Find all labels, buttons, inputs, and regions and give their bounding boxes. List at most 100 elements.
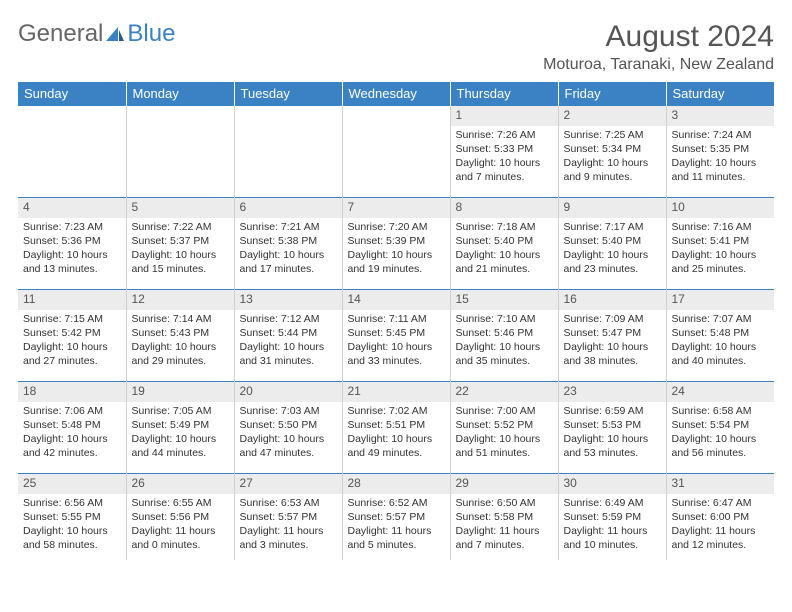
sunrise-line: Sunrise: 7:26 AM — [456, 128, 553, 142]
day-cell: 20Sunrise: 7:03 AMSunset: 5:50 PMDayligh… — [234, 382, 342, 474]
sunset-line: Sunset: 5:50 PM — [240, 418, 337, 432]
sunset-line: Sunset: 5:40 PM — [456, 234, 553, 248]
day-number: 13 — [235, 290, 342, 310]
daylight-line: Daylight: 10 hours and 27 minutes. — [23, 340, 121, 368]
sunrise-line: Sunrise: 7:21 AM — [240, 220, 337, 234]
sunset-line: Sunset: 5:39 PM — [348, 234, 445, 248]
day-number: 17 — [667, 290, 775, 310]
daylight-line: Daylight: 11 hours and 3 minutes. — [240, 524, 337, 552]
week-row: 25Sunrise: 6:56 AMSunset: 5:55 PMDayligh… — [18, 474, 774, 560]
sunrise-line: Sunrise: 7:06 AM — [23, 404, 121, 418]
day-data: Sunrise: 6:55 AMSunset: 5:56 PMDaylight:… — [127, 494, 234, 555]
sunset-line: Sunset: 5:48 PM — [672, 326, 770, 340]
sunset-line: Sunset: 5:46 PM — [456, 326, 553, 340]
calendar-body: 1Sunrise: 7:26 AMSunset: 5:33 PMDaylight… — [18, 106, 774, 560]
day-data: Sunrise: 7:17 AMSunset: 5:40 PMDaylight:… — [559, 218, 666, 279]
daylight-line: Daylight: 10 hours and 40 minutes. — [672, 340, 770, 368]
day-cell: 22Sunrise: 7:00 AMSunset: 5:52 PMDayligh… — [450, 382, 558, 474]
sunset-line: Sunset: 5:49 PM — [132, 418, 229, 432]
day-cell: 14Sunrise: 7:11 AMSunset: 5:45 PMDayligh… — [342, 290, 450, 382]
daylight-line: Daylight: 10 hours and 56 minutes. — [672, 432, 770, 460]
day-cell — [234, 106, 342, 198]
day-number: 10 — [667, 198, 775, 218]
day-data: Sunrise: 7:25 AMSunset: 5:34 PMDaylight:… — [559, 126, 666, 187]
sunset-line: Sunset: 6:00 PM — [672, 510, 770, 524]
day-cell: 10Sunrise: 7:16 AMSunset: 5:41 PMDayligh… — [666, 198, 774, 290]
day-number: 15 — [451, 290, 558, 310]
week-row: 4Sunrise: 7:23 AMSunset: 5:36 PMDaylight… — [18, 198, 774, 290]
day-cell: 11Sunrise: 7:15 AMSunset: 5:42 PMDayligh… — [18, 290, 126, 382]
sunrise-line: Sunrise: 7:16 AM — [672, 220, 770, 234]
daylight-line: Daylight: 10 hours and 13 minutes. — [23, 248, 121, 276]
day-data: Sunrise: 7:09 AMSunset: 5:47 PMDaylight:… — [559, 310, 666, 371]
month-title: August 2024 — [543, 20, 774, 54]
day-header-thursday: Thursday — [450, 82, 558, 106]
sunrise-line: Sunrise: 6:53 AM — [240, 496, 337, 510]
daylight-line: Daylight: 10 hours and 23 minutes. — [564, 248, 661, 276]
sunset-line: Sunset: 5:37 PM — [132, 234, 229, 248]
day-cell — [342, 106, 450, 198]
day-data: Sunrise: 6:49 AMSunset: 5:59 PMDaylight:… — [559, 494, 666, 555]
daylight-line: Daylight: 10 hours and 42 minutes. — [23, 432, 121, 460]
sunrise-line: Sunrise: 7:11 AM — [348, 312, 445, 326]
day-number: 28 — [343, 474, 450, 494]
sunset-line: Sunset: 5:35 PM — [672, 142, 770, 156]
day-cell: 17Sunrise: 7:07 AMSunset: 5:48 PMDayligh… — [666, 290, 774, 382]
day-number: 27 — [235, 474, 342, 494]
day-header-wednesday: Wednesday — [342, 82, 450, 106]
day-number: 16 — [559, 290, 666, 310]
sunrise-line: Sunrise: 7:03 AM — [240, 404, 337, 418]
daylight-line: Daylight: 10 hours and 11 minutes. — [672, 156, 770, 184]
day-number: 26 — [127, 474, 234, 494]
day-data: Sunrise: 7:12 AMSunset: 5:44 PMDaylight:… — [235, 310, 342, 371]
day-cell: 16Sunrise: 7:09 AMSunset: 5:47 PMDayligh… — [558, 290, 666, 382]
day-data: Sunrise: 6:47 AMSunset: 6:00 PMDaylight:… — [667, 494, 775, 555]
day-header-friday: Friday — [558, 82, 666, 106]
sunset-line: Sunset: 5:42 PM — [23, 326, 121, 340]
day-number: 3 — [667, 106, 775, 126]
daylight-line: Daylight: 10 hours and 15 minutes. — [132, 248, 229, 276]
day-header-monday: Monday — [126, 82, 234, 106]
day-number: 31 — [667, 474, 775, 494]
day-number: 6 — [235, 198, 342, 218]
day-cell: 12Sunrise: 7:14 AMSunset: 5:43 PMDayligh… — [126, 290, 234, 382]
day-data: Sunrise: 6:56 AMSunset: 5:55 PMDaylight:… — [18, 494, 126, 555]
day-data: Sunrise: 7:10 AMSunset: 5:46 PMDaylight:… — [451, 310, 558, 371]
day-data: Sunrise: 7:06 AMSunset: 5:48 PMDaylight:… — [18, 402, 126, 463]
day-cell: 19Sunrise: 7:05 AMSunset: 5:49 PMDayligh… — [126, 382, 234, 474]
sunrise-line: Sunrise: 7:25 AM — [564, 128, 661, 142]
daylight-line: Daylight: 10 hours and 49 minutes. — [348, 432, 445, 460]
daylight-line: Daylight: 11 hours and 0 minutes. — [132, 524, 229, 552]
sunrise-line: Sunrise: 7:12 AM — [240, 312, 337, 326]
day-data: Sunrise: 7:14 AMSunset: 5:43 PMDaylight:… — [127, 310, 234, 371]
day-number: 9 — [559, 198, 666, 218]
logo-text-blue: Blue — [127, 20, 175, 48]
day-header-row: SundayMondayTuesdayWednesdayThursdayFrid… — [18, 82, 774, 106]
title-block: August 2024 Moturoa, Taranaki, New Zeala… — [543, 20, 774, 74]
sunrise-line: Sunrise: 7:24 AM — [672, 128, 770, 142]
sunset-line: Sunset: 5:33 PM — [456, 142, 553, 156]
week-row: 1Sunrise: 7:26 AMSunset: 5:33 PMDaylight… — [18, 106, 774, 198]
day-cell: 23Sunrise: 6:59 AMSunset: 5:53 PMDayligh… — [558, 382, 666, 474]
daylight-line: Daylight: 10 hours and 9 minutes. — [564, 156, 661, 184]
day-cell: 2Sunrise: 7:25 AMSunset: 5:34 PMDaylight… — [558, 106, 666, 198]
day-header-sunday: Sunday — [18, 82, 126, 106]
day-data: Sunrise: 6:53 AMSunset: 5:57 PMDaylight:… — [235, 494, 342, 555]
daylight-line: Daylight: 10 hours and 7 minutes. — [456, 156, 553, 184]
day-data: Sunrise: 7:00 AMSunset: 5:52 PMDaylight:… — [451, 402, 558, 463]
sunset-line: Sunset: 5:41 PM — [672, 234, 770, 248]
sunset-line: Sunset: 5:47 PM — [564, 326, 661, 340]
sunset-line: Sunset: 5:58 PM — [456, 510, 553, 524]
day-cell: 4Sunrise: 7:23 AMSunset: 5:36 PMDaylight… — [18, 198, 126, 290]
sunrise-line: Sunrise: 7:00 AM — [456, 404, 553, 418]
daylight-line: Daylight: 10 hours and 58 minutes. — [23, 524, 121, 552]
sunset-line: Sunset: 5:53 PM — [564, 418, 661, 432]
sunset-line: Sunset: 5:44 PM — [240, 326, 337, 340]
sunset-line: Sunset: 5:59 PM — [564, 510, 661, 524]
day-cell: 29Sunrise: 6:50 AMSunset: 5:58 PMDayligh… — [450, 474, 558, 560]
day-data: Sunrise: 6:50 AMSunset: 5:58 PMDaylight:… — [451, 494, 558, 555]
day-data: Sunrise: 7:15 AMSunset: 5:42 PMDaylight:… — [18, 310, 126, 371]
day-data: Sunrise: 7:22 AMSunset: 5:37 PMDaylight:… — [127, 218, 234, 279]
sunrise-line: Sunrise: 7:20 AM — [348, 220, 445, 234]
daylight-line: Daylight: 10 hours and 35 minutes. — [456, 340, 553, 368]
